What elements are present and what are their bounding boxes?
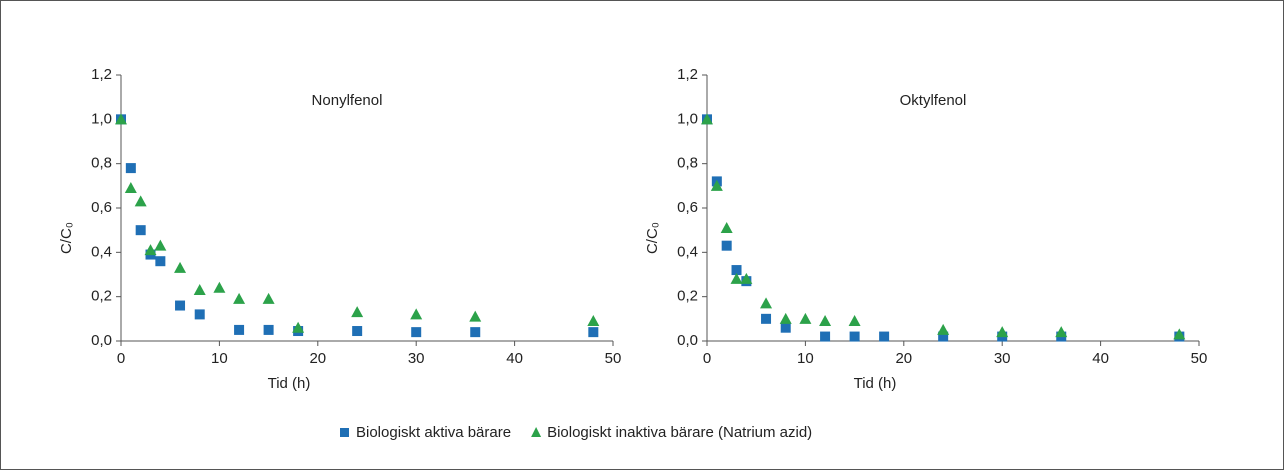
- point: [779, 312, 792, 324]
- point: [780, 322, 791, 333]
- point: [470, 327, 481, 338]
- chart-title: Oktylfenol: [900, 92, 967, 109]
- legend-label: Biologiskt aktiva bärare: [356, 424, 511, 441]
- y-axis-label: C/C₀: [58, 222, 75, 254]
- chart-title: Nonylfenol: [312, 92, 383, 109]
- y-tick-label: 1,2: [91, 66, 112, 83]
- x-tick-label: 30: [994, 350, 1011, 367]
- point: [720, 221, 733, 233]
- y-tick-label: 0,6: [91, 199, 112, 216]
- y-tick-label: 0,6: [677, 199, 698, 216]
- x-tick-label: 20: [309, 350, 326, 367]
- point: [721, 240, 732, 251]
- point: [879, 331, 890, 342]
- point: [124, 182, 137, 194]
- x-tick-label: 10: [211, 350, 228, 367]
- point: [262, 292, 275, 304]
- point: [263, 324, 274, 335]
- point: [937, 323, 950, 335]
- point: [848, 315, 861, 327]
- x-axis-label: Tid (h): [268, 375, 311, 392]
- point: [292, 321, 305, 333]
- point: [701, 113, 713, 125]
- point: [710, 179, 723, 191]
- point: [799, 312, 812, 324]
- y-tick-label: 0,8: [91, 155, 112, 172]
- x-tick-label: 10: [797, 350, 814, 367]
- y-tick-label: 0,4: [91, 243, 112, 260]
- point: [938, 331, 949, 342]
- y-tick-label: 0,2: [91, 288, 112, 305]
- point: [233, 292, 246, 304]
- point: [588, 327, 599, 338]
- legend-marker: [531, 427, 542, 437]
- point: [587, 315, 600, 327]
- point: [213, 281, 226, 293]
- y-tick-label: 0,0: [91, 332, 112, 349]
- x-tick-label: 40: [1092, 350, 1109, 367]
- point: [352, 326, 363, 337]
- y-tick-label: 0,4: [677, 243, 698, 260]
- y-tick-label: 0,2: [677, 288, 698, 305]
- x-tick-label: 0: [117, 350, 125, 367]
- point: [154, 239, 167, 251]
- point: [469, 310, 482, 322]
- x-tick-label: 0: [703, 350, 711, 367]
- x-tick-label: 50: [605, 350, 622, 367]
- legend-label: Biologiskt inaktiva bärare (Natrium azid…: [547, 424, 812, 441]
- y-tick-label: 1,0: [677, 110, 698, 127]
- y-tick-label: 0,8: [677, 155, 698, 172]
- point: [819, 315, 832, 327]
- point: [849, 331, 860, 342]
- point: [115, 113, 127, 125]
- point: [135, 225, 146, 236]
- x-tick-label: 50: [1191, 350, 1208, 367]
- point: [731, 265, 742, 276]
- x-tick-label: 30: [408, 350, 425, 367]
- y-axis-label: C/C₀: [644, 222, 661, 254]
- x-tick-label: 20: [895, 350, 912, 367]
- point: [125, 163, 136, 174]
- point: [996, 326, 1009, 338]
- point: [155, 256, 166, 267]
- y-tick-label: 0,0: [677, 332, 698, 349]
- point: [175, 300, 186, 311]
- point: [740, 272, 753, 284]
- y-tick-label: 1,2: [677, 66, 698, 83]
- point: [194, 309, 205, 320]
- point: [134, 195, 147, 207]
- point: [730, 272, 743, 284]
- point: [1055, 326, 1068, 338]
- point: [1173, 328, 1186, 340]
- x-axis-label: Tid (h): [854, 375, 897, 392]
- point: [144, 244, 157, 256]
- point: [410, 308, 423, 320]
- point: [174, 261, 187, 273]
- point: [411, 327, 422, 338]
- x-tick-label: 40: [506, 350, 523, 367]
- point: [193, 284, 206, 296]
- point: [351, 306, 364, 318]
- point: [820, 331, 831, 342]
- point: [234, 324, 245, 335]
- legend-marker: [340, 428, 349, 437]
- point: [760, 297, 773, 309]
- y-tick-label: 1,0: [91, 110, 112, 127]
- point: [761, 313, 772, 324]
